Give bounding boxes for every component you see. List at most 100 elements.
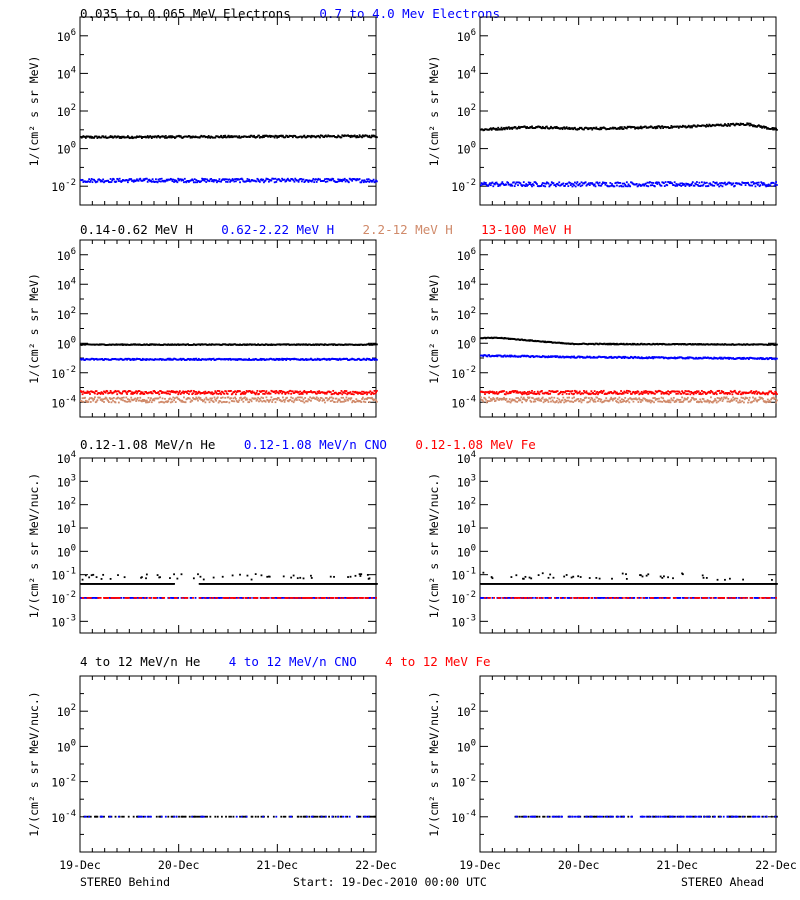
data-point xyxy=(273,398,276,400)
data-point xyxy=(368,391,371,394)
data-point xyxy=(225,390,227,393)
data-point xyxy=(525,392,528,394)
data-point xyxy=(261,390,264,392)
data-point xyxy=(487,185,490,187)
data-point xyxy=(209,137,212,139)
data-point xyxy=(112,396,115,399)
data-point xyxy=(223,401,226,403)
data-point xyxy=(233,391,236,394)
data-point xyxy=(667,181,670,184)
data-point xyxy=(331,393,334,395)
data-point xyxy=(212,180,215,183)
data-point xyxy=(103,401,105,403)
data-point xyxy=(618,396,621,399)
data-point xyxy=(277,391,279,394)
data-point xyxy=(314,178,317,181)
data-point xyxy=(667,393,670,396)
data-point xyxy=(150,391,152,393)
data-point xyxy=(760,357,763,359)
data-point xyxy=(187,390,189,392)
data-point xyxy=(718,185,721,188)
data-point xyxy=(541,127,543,130)
data-point xyxy=(291,390,294,393)
data-point xyxy=(286,177,289,180)
data-point xyxy=(325,392,328,395)
data-point xyxy=(622,128,625,130)
data-point xyxy=(565,126,568,129)
data-point xyxy=(741,391,744,394)
data-point xyxy=(757,183,759,186)
data-point xyxy=(567,399,570,402)
data-point xyxy=(494,183,496,186)
data-point xyxy=(198,391,201,394)
data-point xyxy=(734,391,737,394)
data-point xyxy=(585,396,588,399)
row-2-title: 0.12-1.08 MeV/n He 0.12-1.08 MeV/n CNO 0.1… xyxy=(80,437,536,452)
data-point xyxy=(752,181,754,183)
data-point xyxy=(131,135,133,138)
data-point xyxy=(173,583,175,585)
data-point xyxy=(141,398,144,401)
data-point xyxy=(637,127,640,130)
data-point xyxy=(669,181,672,183)
data-point xyxy=(94,392,96,395)
data-point xyxy=(124,400,127,403)
data-point xyxy=(489,400,491,402)
data-point xyxy=(229,357,232,360)
data-point xyxy=(196,397,199,400)
data-point xyxy=(129,390,132,393)
data-point xyxy=(110,181,113,183)
data-point xyxy=(110,391,113,394)
data-point xyxy=(100,398,103,401)
data-point xyxy=(729,392,731,395)
data-point xyxy=(522,184,524,187)
data-point xyxy=(267,392,269,395)
data-point xyxy=(650,392,653,395)
data-point xyxy=(742,122,744,125)
data-point xyxy=(355,179,358,182)
data-point xyxy=(666,400,669,403)
data-point xyxy=(265,396,268,399)
data-point xyxy=(597,184,600,187)
data-point xyxy=(295,397,297,400)
data-point xyxy=(183,396,185,399)
data-point xyxy=(304,180,307,183)
data-point xyxy=(125,391,128,394)
data-point xyxy=(191,399,194,402)
data-point xyxy=(696,181,698,183)
data-point xyxy=(770,398,773,401)
data-point xyxy=(603,181,606,184)
data-point xyxy=(570,400,573,403)
data-point xyxy=(552,400,555,403)
data-point xyxy=(747,401,749,404)
data-point xyxy=(258,397,261,400)
data-point xyxy=(197,180,200,182)
data-point xyxy=(594,185,597,188)
data-point xyxy=(117,390,120,393)
data-point xyxy=(93,136,95,139)
data-point xyxy=(169,135,172,138)
data-point xyxy=(734,397,737,400)
data-point xyxy=(180,400,183,403)
data-point xyxy=(353,134,356,137)
data-point xyxy=(571,185,574,188)
data-point xyxy=(326,399,329,402)
data-point xyxy=(564,391,566,394)
data-point xyxy=(361,398,363,400)
data-point xyxy=(512,181,515,184)
data-point xyxy=(88,178,91,181)
data-series xyxy=(80,396,378,404)
data-point xyxy=(103,359,105,361)
data-point xyxy=(527,393,530,395)
data-point xyxy=(672,184,675,186)
data-point xyxy=(348,135,351,137)
data-point xyxy=(262,134,265,137)
data-point xyxy=(766,392,768,395)
data-point xyxy=(375,399,377,402)
data-point xyxy=(371,179,374,182)
data-point xyxy=(594,127,597,130)
data-point xyxy=(526,184,529,186)
data-point xyxy=(573,126,576,129)
data-point xyxy=(623,400,626,402)
data-point xyxy=(333,401,336,404)
